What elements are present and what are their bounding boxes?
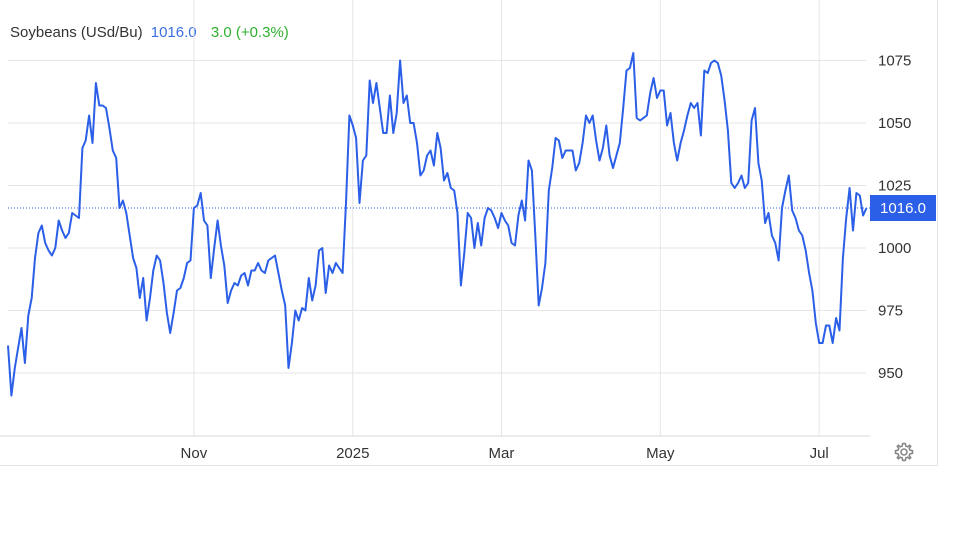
instrument-title: Soybeans (USd/Bu) [10,24,143,41]
price-change: 3.0 (+0.3%) [210,24,289,41]
y-tick-label: 1025 [878,178,911,195]
gear-icon[interactable] [892,440,916,464]
x-tick-label: 2025 [336,445,369,462]
chart-header: Soybeans (USd/Bu) 1016.0 3.0 (+0.3%) [10,24,289,41]
y-tick-label: 1000 [878,240,911,257]
chart-frame [0,0,938,466]
price-series-line [7,52,868,397]
y-tick-label: 1075 [878,53,911,70]
x-tick-label: May [646,445,675,462]
y-tick-label: 1050 [878,115,911,132]
last-value-badge [870,195,936,221]
y-tick-label: 975 [878,303,903,320]
last-price: 1016.0 [150,24,197,41]
x-tick-label: Mar [489,445,515,462]
y-tick-label: 950 [878,365,903,382]
x-tick-label: Nov [181,445,208,462]
last-value-label: 1016.0 [880,200,926,217]
x-tick-label: Jul [810,445,829,462]
